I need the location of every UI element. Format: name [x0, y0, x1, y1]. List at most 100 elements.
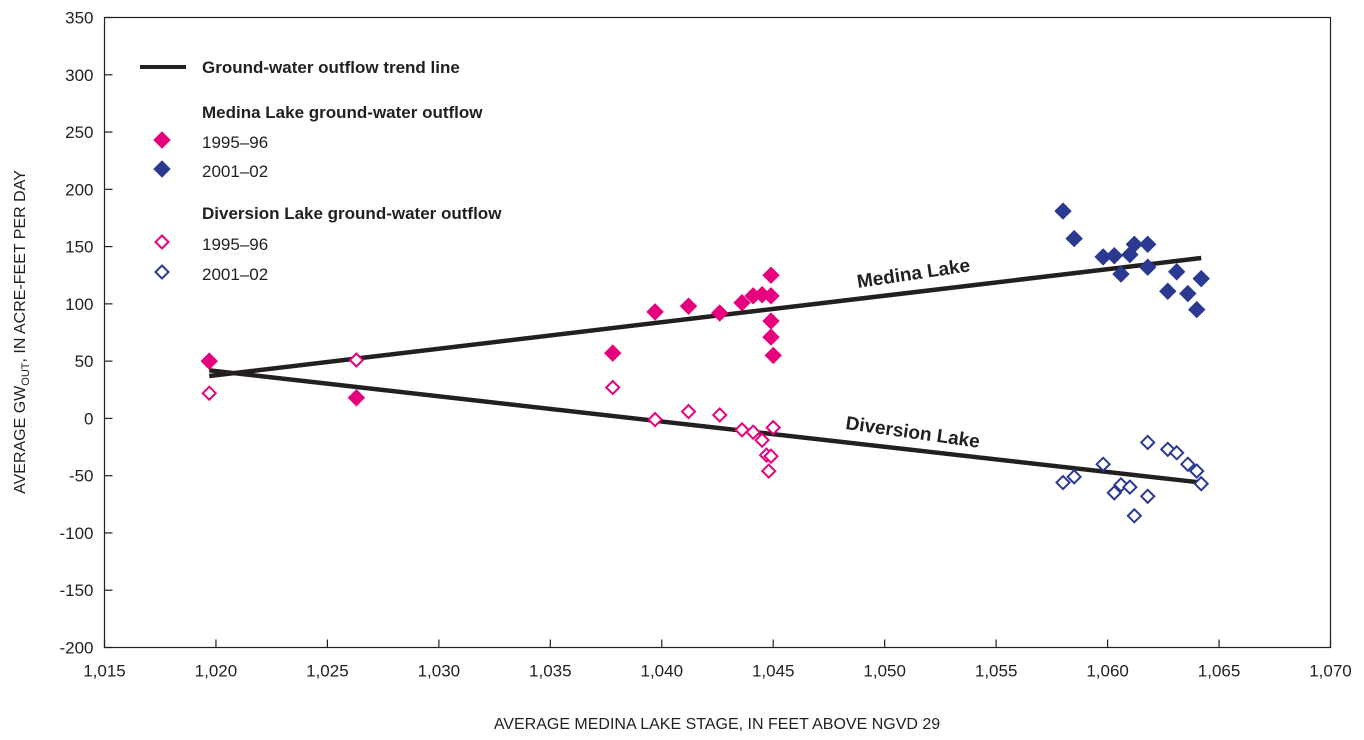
x-tick-label: 1,045 [752, 662, 795, 681]
y-tick-label: 100 [65, 295, 93, 314]
y-axis-title-main: AVERAGE GW [12, 385, 29, 494]
y-tick-label: -150 [59, 581, 93, 600]
legend-swatch-diversion-1995-96 [154, 234, 170, 250]
data-point [1167, 263, 1186, 281]
data-point [1139, 258, 1157, 276]
data-point [1179, 284, 1197, 303]
x-tick-label: 1,055 [975, 662, 1018, 681]
legend-diamond-icon [153, 131, 171, 149]
legend-swatch-medina-1995-96 [153, 131, 171, 149]
legend-diamond-icon [154, 264, 170, 280]
x-tick-label: 1,050 [863, 662, 906, 681]
y-tick-label: 150 [65, 238, 93, 257]
y-tick-label: -100 [59, 524, 93, 543]
legend-label-diversion-2001-02: 2001–02 [202, 265, 268, 284]
y-axis-title-subscript: OUT [20, 362, 32, 386]
data-point [1139, 235, 1157, 254]
data-point [1121, 479, 1138, 496]
data-point [1106, 484, 1123, 501]
data-point [1139, 488, 1156, 505]
data-point [646, 303, 664, 321]
trend-label-diversion-lake: Diversion Lake [844, 413, 981, 453]
data-point [733, 294, 751, 312]
data-markers [200, 202, 1210, 524]
y-tick-label: 0 [84, 409, 93, 428]
data-point [1095, 456, 1112, 473]
data-point [762, 266, 780, 284]
x-tick-label: 1,015 [83, 662, 126, 681]
data-point [1188, 463, 1205, 480]
y-tick-label: -50 [69, 467, 94, 486]
data-point [1192, 269, 1210, 288]
data-point [1055, 474, 1071, 491]
data-point [604, 344, 622, 362]
data-point [647, 411, 663, 428]
trend-line-diversion-lake [209, 368, 1202, 485]
x-axis-title: AVERAGE MEDINA LAKE STAGE, IN FEET ABOVE… [494, 716, 940, 733]
y-axis-title-rest: , IN ACRE-FEET PER DAY [12, 170, 29, 363]
data-point [734, 421, 750, 438]
data-point [711, 407, 728, 423]
data-point [1112, 265, 1130, 283]
y-tick-label: 300 [65, 66, 93, 85]
x-tick-label: 1,060 [1086, 662, 1129, 681]
data-point [711, 304, 729, 322]
data-point [762, 328, 780, 346]
data-point [1105, 247, 1123, 265]
x-tick-label: 1,040 [640, 662, 683, 681]
x-tick-label: 1,030 [418, 662, 461, 681]
data-point [1065, 229, 1083, 248]
data-point [1054, 202, 1072, 220]
legend-swatch-medina-2001-02 [153, 160, 171, 178]
x-tick-label: 1,070 [1309, 662, 1352, 681]
plot-frame [103, 16, 1332, 649]
data-point [1188, 300, 1206, 319]
legend-medina-header: Medina Lake ground-water outflow [202, 103, 483, 122]
data-point [1159, 282, 1177, 300]
legend-label-medina-1995-96: 1995–96 [202, 133, 268, 152]
data-point [765, 419, 782, 436]
y-tick-label: 250 [65, 123, 93, 142]
data-point [1139, 434, 1156, 451]
trend-line-medina-lake [209, 255, 1202, 379]
legend-label-diversion-1995-96: 1995–96 [202, 235, 268, 254]
y-tick-label: 50 [75, 352, 94, 371]
legend-diversion-header: Diversion Lake ground-water outflow [202, 204, 502, 223]
data-point [760, 463, 777, 480]
data-point [679, 297, 698, 315]
data-point [745, 424, 762, 441]
data-point [754, 432, 770, 449]
legend-diamond-icon [154, 234, 170, 250]
data-point [680, 403, 697, 420]
data-point [762, 287, 780, 305]
x-tick-label: 1,025 [306, 662, 349, 681]
legend-label-medina-2001-02: 2001–02 [202, 162, 268, 181]
legend-trend-line-label: Ground-water outflow trend line [202, 58, 460, 77]
x-tick-label: 1,020 [195, 662, 238, 681]
data-point [1066, 468, 1083, 485]
data-point [762, 312, 780, 330]
data-point [201, 385, 218, 402]
data-point [764, 346, 782, 365]
data-point [1125, 235, 1144, 254]
x-axis: 1,015 1,020 1,025 1,030 1,035 1,040 1,045 1,050… [83, 639, 1352, 681]
data-point [1126, 507, 1143, 524]
y-tick-label: 200 [65, 180, 93, 199]
data-point [200, 352, 218, 370]
data-point [604, 379, 621, 396]
data-point [1168, 444, 1185, 461]
x-tick-label: 1,035 [529, 662, 572, 681]
x-tick-label: 1,065 [1198, 662, 1241, 681]
legend-swatch-diversion-2001-02 [154, 264, 170, 280]
data-point [347, 389, 366, 407]
data-point [1179, 456, 1196, 473]
data-point [348, 352, 365, 368]
y-tick-label: -200 [59, 639, 93, 658]
y-axis: -200 -150 -100 -50 0 50 100 150 200 250 300 350 [59, 9, 113, 658]
y-tick-label: 350 [65, 9, 93, 28]
legend-diamond-icon [153, 160, 171, 178]
data-point [1193, 475, 1210, 492]
legend: Ground-water outflow trend line Medina L… [140, 58, 502, 284]
y-axis-title: AVERAGE GWOUT, IN ACRE-FEET PER DAY [12, 170, 32, 494]
